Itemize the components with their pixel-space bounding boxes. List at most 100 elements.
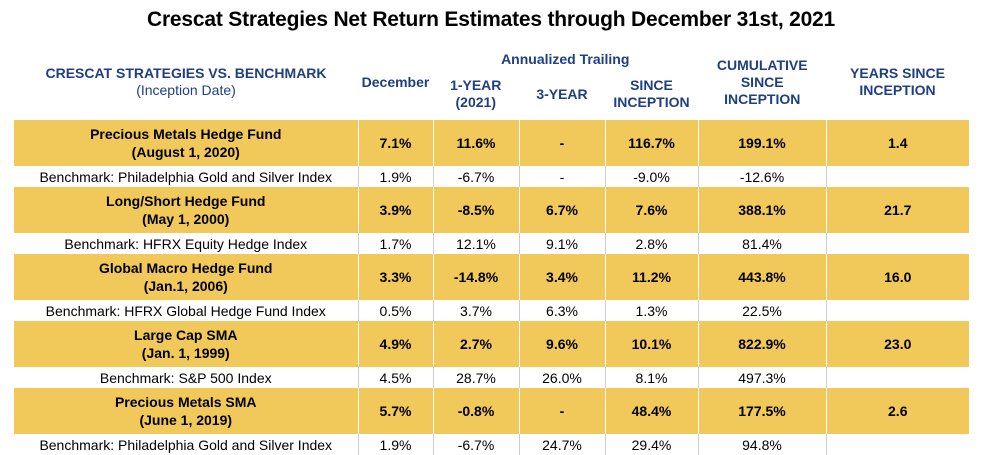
benchmark-one-year-value: 12.1% [432,233,519,254]
col-header-strategy-line1: CRESCAT STRATEGIES VS. BENCHMARK [45,65,327,81]
benchmark-row: Benchmark: HFRX Global Hedge Fund Index 0… [14,300,969,321]
col-header-years: YEARS SINCE INCEPTION [826,44,969,120]
fund-three-year-value: 6.7% [518,187,605,233]
one-year-line2: (2021) [455,94,496,110]
fund-row: Global Macro Hedge Fund (Jan.1, 2006) 3.3%… [14,254,969,300]
col-header-december: December [361,73,430,90]
fund-cumulative-value: 199.1% [697,120,826,166]
benchmark-three-year-value: 9.1% [518,233,605,254]
cum-line2: SINCE [740,73,784,90]
benchmark-row: Benchmark: Philadelphia Gold and Silver … [14,434,969,455]
fund-name-cell: Global Macro Hedge Fund (Jan.1, 2006) [14,254,358,300]
benchmark-cumulative-value: -12.6% [697,166,826,187]
one-year-line1: 1-YEAR [450,77,502,93]
fund-name-cell: Large Cap SMA (Jan. 1, 1999) [14,321,358,367]
benchmark-row: Benchmark: S&P 500 Index 4.5% 28.7% 26.0% 8.… [14,367,969,388]
fund-name: Long/Short Hedge Fund [106,193,266,209]
fund-years-value: 2.6 [825,388,969,434]
benchmark-three-year-value: 6.3% [518,300,605,321]
fund-inception-date: (Jan. 1, 1999) [141,345,230,361]
benchmark-cumulative-value: 81.4% [697,233,826,254]
benchmark-one-year-value: 28.7% [432,367,519,388]
fund-cumulative-value: 388.1% [697,187,826,233]
fund-inception-date: (June 1, 2019) [139,412,233,428]
fund-december-value: 7.1% [357,120,433,166]
benchmark-cumulative-value: 497.3% [697,367,826,388]
fund-three-year-value: - [518,388,605,434]
benchmark-years-empty [825,367,969,388]
benchmark-cumulative-value: 22.5% [697,300,826,321]
fund-name: Large Cap SMA [134,327,238,343]
cum-line1: CUMULATIVE [716,56,808,73]
fund-one-year-value: 2.7% [432,321,519,367]
fund-since-value: 48.4% [604,388,698,434]
page-title: Crescat Strategies Net Return Estimates … [146,8,836,31]
fund-row: Long/Short Hedge Fund (May 1, 2000) 3.9% -8… [14,187,969,233]
benchmark-since-value: 8.1% [604,367,698,388]
fund-one-year-value: -8.5% [432,187,519,233]
benchmark-three-year-value: 24.7% [518,434,605,455]
fund-inception-date: (Jan.1, 2006) [143,278,228,294]
benchmark-since-value: 2.8% [604,233,698,254]
benchmark-years-empty [825,434,969,455]
benchmark-one-year-value: -6.7% [432,434,519,455]
fund-name: Precious Metals Hedge Fund [90,126,282,142]
benchmark-one-year-value: 3.7% [432,300,519,321]
years-line1: YEARS SINCE [850,65,945,81]
benchmark-name: Benchmark: HFRX Equity Hedge Index [64,235,308,252]
fund-years-value: 16.0 [825,254,969,300]
fund-years-value: 21.7 [825,187,969,233]
benchmark-name: Benchmark: S&P 500 Index [99,369,272,386]
fund-one-year-value: -14.8% [432,254,519,300]
benchmark-row: Benchmark: Philadelphia Gold and Silver … [14,166,969,187]
col-group-annualized: Annualized Trailing [501,51,630,67]
fund-since-value: 10.1% [604,321,698,367]
benchmark-years-empty [825,233,969,254]
benchmark-three-year-value: 26.0% [518,367,605,388]
fund-since-value: 7.6% [604,187,698,233]
col-header-strategy-line2: (Inception Date) [136,82,236,98]
benchmark-december-value: 4.5% [357,367,433,388]
col-header-since: SINCE INCEPTION [604,68,698,120]
benchmark-years-empty [825,300,969,321]
benchmark-name: Benchmark: HFRX Global Hedge Fund Index [45,302,326,319]
fund-three-year-value: 3.4% [518,254,605,300]
fund-years-value: 23.0 [825,321,969,367]
benchmark-december-value: 1.9% [357,166,433,187]
benchmark-since-value: 1.3% [604,300,698,321]
cum-line3: INCEPTION [724,90,801,107]
benchmark-since-value: -9.0% [604,166,698,187]
fund-cumulative-value: 822.9% [697,321,826,367]
benchmark-since-value: 29.4% [604,434,698,455]
fund-row: Precious Metals Hedge Fund (August 1, 202… [14,120,969,166]
returns-table: CRESCAT STRATEGIES VS. BENCHMARK (Incept… [14,44,969,455]
fund-row: Large Cap SMA (Jan. 1, 1999) 4.9% 2.7% 9.6% 1… [14,321,969,367]
fund-december-value: 4.9% [357,321,433,367]
fund-since-value: 11.2% [604,254,698,300]
fund-cumulative-value: 177.5% [697,388,826,434]
col-header-one-year: 1-YEAR (2021) [433,68,519,120]
benchmark-row: Benchmark: HFRX Equity Hedge Index 1.7% 12… [14,233,969,254]
table-body: Precious Metals Hedge Fund (August 1, 202… [14,120,969,455]
fund-name: Global Macro Hedge Fund [99,260,273,276]
fund-years-value: 1.4 [825,120,969,166]
fund-cumulative-value: 443.8% [697,254,826,300]
fund-name-cell: Long/Short Hedge Fund (May 1, 2000) [14,187,358,233]
benchmark-one-year-value: -6.7% [432,166,519,187]
col-header-strategy: CRESCAT STRATEGIES VS. BENCHMARK (Incept… [14,44,358,120]
fund-december-value: 3.9% [357,187,433,233]
since-line2: INCEPTION [613,94,690,110]
benchmark-three-year-value: - [518,166,605,187]
fund-name-cell: Precious Metals SMA (June 1, 2019) [14,388,358,434]
col-header-three-year: 3-YEAR [518,68,605,120]
fund-three-year-value: - [518,120,605,166]
fund-inception-date: (August 1, 2020) [131,144,240,160]
fund-inception-date: (May 1, 2000) [142,211,230,227]
benchmark-years-empty [825,166,969,187]
since-line1: SINCE [630,77,673,93]
fund-since-value: 116.7% [604,120,698,166]
fund-one-year-value: -0.8% [432,388,519,434]
fund-name-cell: Precious Metals Hedge Fund (August 1, 202… [14,120,358,166]
benchmark-december-value: 1.9% [357,434,433,455]
benchmark-december-value: 1.7% [357,233,433,254]
